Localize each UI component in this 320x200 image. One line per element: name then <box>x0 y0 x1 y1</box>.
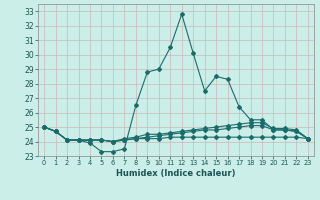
X-axis label: Humidex (Indice chaleur): Humidex (Indice chaleur) <box>116 169 236 178</box>
